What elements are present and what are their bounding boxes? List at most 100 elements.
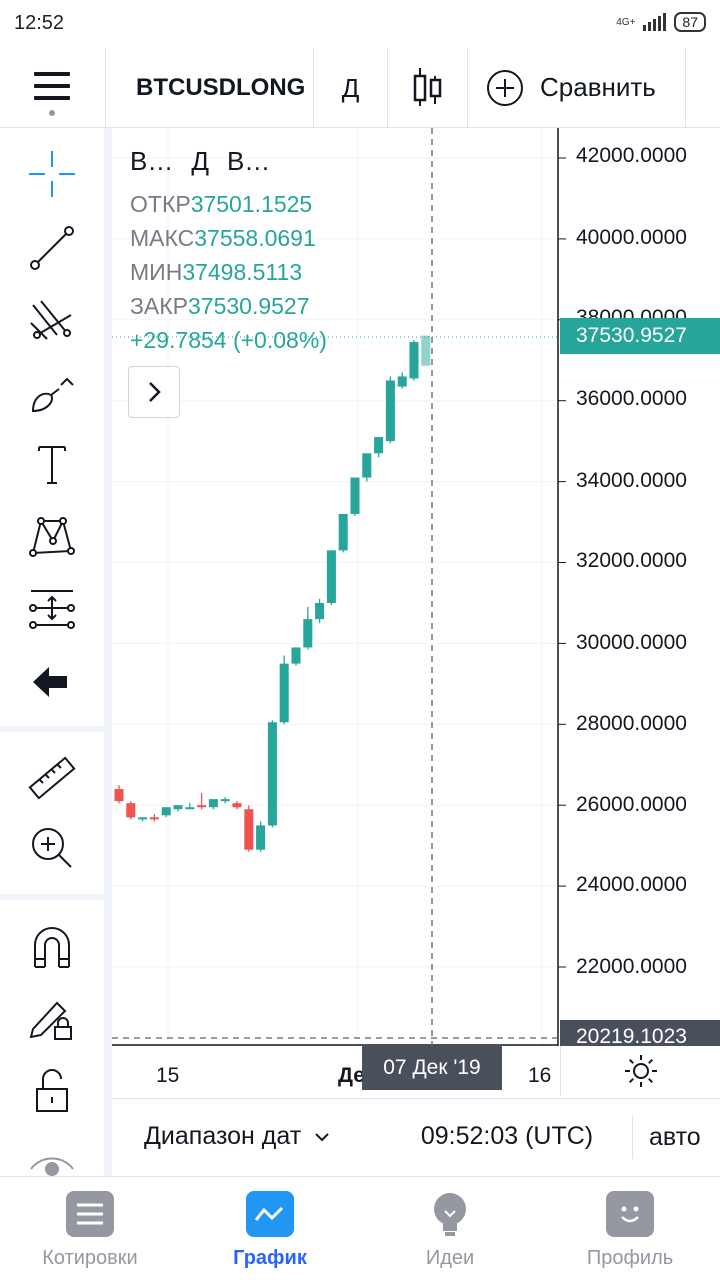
plus-circle-icon xyxy=(487,69,523,106)
nav-label: График xyxy=(233,1247,307,1269)
candle-body xyxy=(362,453,372,478)
text-icon xyxy=(38,446,66,484)
candle-body xyxy=(315,602,325,620)
nav-chart[interactable]: График xyxy=(180,1177,360,1280)
dot-icon xyxy=(49,110,55,116)
crosshair-tool[interactable] xyxy=(22,144,82,204)
price-tick: 30000.0000 xyxy=(576,631,687,654)
nav-label: Профиль xyxy=(586,1247,674,1269)
price-tick: 22000.0000 xyxy=(576,955,687,978)
legend-low: МИН37498.5113 xyxy=(130,259,303,285)
price-tick: 34000.0000 xyxy=(576,469,687,492)
chart-legend: В… Д В… ОТКР37501.1525 МАКС37558.0691 МИ… xyxy=(130,146,327,357)
smiley-icon xyxy=(606,1191,654,1237)
pencil-lock-icon xyxy=(29,1001,72,1040)
auto-scale-toggle[interactable]: авто xyxy=(632,1114,701,1159)
back-tool[interactable] xyxy=(22,652,82,712)
visibility-tool[interactable] xyxy=(22,1132,82,1192)
trend-line-icon xyxy=(30,226,74,270)
arrow-left-icon xyxy=(33,667,67,697)
price-tick: 40000.0000 xyxy=(576,226,687,249)
candle-body xyxy=(244,809,254,850)
nav-ideas[interactable]: Идеи xyxy=(360,1177,540,1280)
price-chart[interactable] xyxy=(112,128,720,1046)
candle-body xyxy=(220,799,230,802)
legend-open: ОТКР37501.1525 xyxy=(130,191,313,217)
text-tool[interactable] xyxy=(22,434,82,494)
price-tick: 26000.0000 xyxy=(576,793,687,816)
pattern-icon xyxy=(29,517,75,557)
magnet-tool[interactable] xyxy=(22,918,82,978)
date-range-label: Диапазон дат xyxy=(144,1122,302,1150)
candle-body xyxy=(173,805,183,810)
legend-expand-button[interactable] xyxy=(128,366,180,418)
chart-settings-button[interactable] xyxy=(560,1046,720,1096)
network-type: 4G+ xyxy=(616,16,636,28)
interval-selector[interactable]: Д xyxy=(314,48,388,128)
status-indicators: 4G+ 87 xyxy=(616,12,706,32)
candle-body xyxy=(267,722,277,826)
candle-body xyxy=(138,817,148,820)
toolbar-divider xyxy=(0,726,104,732)
crosshair-price-label: 20219.1023 xyxy=(560,1020,720,1046)
chart-type-button[interactable] xyxy=(388,48,468,128)
levels-icon xyxy=(29,590,75,629)
candle-body xyxy=(185,807,195,810)
ruler-tool[interactable] xyxy=(22,748,82,808)
drawing-toolbar xyxy=(0,128,104,1176)
zoom-tool[interactable] xyxy=(22,818,82,878)
unlock-icon xyxy=(36,1069,68,1112)
chart-toolbar: BTCUSDLONG Д Сравнить xyxy=(0,48,720,128)
nav-watchlist[interactable]: Котировки xyxy=(0,1177,180,1280)
candle-body xyxy=(303,619,313,648)
legend-symbol[interactable]: В… xyxy=(130,146,174,176)
nav-label: Котировки xyxy=(42,1247,138,1269)
candles-icon xyxy=(413,68,441,106)
candle-body xyxy=(350,477,360,514)
brush-icon xyxy=(31,377,74,413)
time-tick: 15 xyxy=(156,1064,180,1087)
compare-button[interactable]: Сравнить xyxy=(468,48,686,127)
nav-profile[interactable]: Профиль xyxy=(540,1177,720,1280)
legend-high: МАКС37558.0691 xyxy=(130,225,316,251)
symbol-selector[interactable]: BTCUSDLONG xyxy=(106,48,314,128)
crosshair-lines xyxy=(112,128,558,1046)
brush-tool[interactable] xyxy=(22,362,82,422)
menu-button[interactable] xyxy=(0,48,106,128)
more-button[interactable] xyxy=(686,48,720,127)
date-range-button[interactable]: Диапазон дат xyxy=(112,1122,392,1151)
pitchfork-tool[interactable] xyxy=(22,290,82,350)
nav-label: Идеи xyxy=(425,1247,475,1269)
signal-icon xyxy=(643,13,667,31)
candle-body xyxy=(232,803,242,808)
crosshair-date-label: 07 Дек '19 xyxy=(362,1046,502,1090)
measure-levels-tool[interactable] xyxy=(22,578,82,638)
lock-tool[interactable] xyxy=(22,1060,82,1120)
chart-icon xyxy=(246,1191,294,1237)
pitchfork-icon xyxy=(30,300,72,340)
candle-body xyxy=(338,513,348,551)
lightbulb-icon xyxy=(426,1191,474,1237)
candle-body xyxy=(291,647,301,664)
status-time: 12:52 xyxy=(14,12,65,34)
chart-pane[interactable] xyxy=(112,128,720,1046)
ruler-icon xyxy=(28,756,76,800)
trend-line-tool[interactable] xyxy=(22,218,82,278)
candle-body xyxy=(126,803,136,818)
utc-clock[interactable]: 09:52:03 (UTC) xyxy=(420,1122,594,1150)
bottom-navigation: Котировки График Идеи Профиль xyxy=(0,1176,720,1280)
candle-body xyxy=(208,799,218,808)
pattern-tool[interactable] xyxy=(22,506,82,566)
magnet-icon xyxy=(34,927,70,968)
candle-body xyxy=(279,663,289,723)
list-icon xyxy=(66,1191,114,1237)
battery-indicator: 87 xyxy=(674,12,706,32)
candle-body xyxy=(326,550,336,603)
candle-body xyxy=(149,817,159,820)
eye-icon xyxy=(30,1157,74,1176)
candle-body xyxy=(385,380,395,442)
candle-body xyxy=(161,807,171,816)
candle-body xyxy=(114,789,124,802)
lock-drawings-tool[interactable] xyxy=(22,990,82,1050)
chart-grid xyxy=(112,128,566,1046)
